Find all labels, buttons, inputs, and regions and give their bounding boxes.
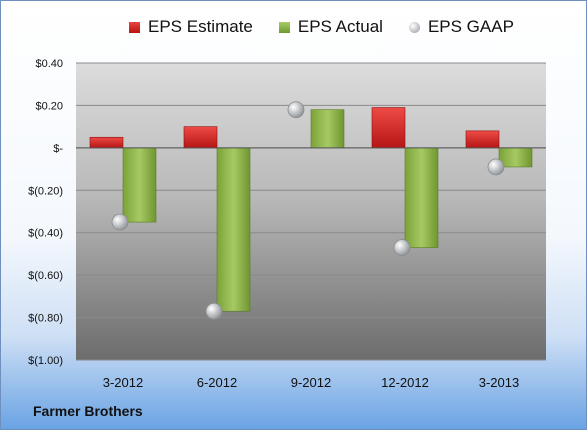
bar-eps-estimate <box>89 136 124 149</box>
bar-eps-actual <box>404 147 439 248</box>
legend: EPS Estimate EPS Actual EPS GAAP <box>129 17 514 37</box>
y-tick-label: $(0.60) <box>28 270 63 282</box>
x-tick-label: 3-2012 <box>103 375 143 390</box>
x-tick-label: 3-2013 <box>479 375 519 390</box>
y-tick-label: $(1.00) <box>28 355 63 367</box>
bar-eps-actual <box>310 109 345 149</box>
x-tick-label: 9-2012 <box>291 375 331 390</box>
point-eps-gaap <box>111 213 129 231</box>
bar-eps-estimate <box>465 130 500 149</box>
bar-eps-estimate <box>371 107 406 149</box>
y-tick-label: $0.20 <box>35 100 63 112</box>
y-tick-label: $(0.80) <box>28 313 63 325</box>
y-tick-label: $- <box>53 143 63 155</box>
bar-eps-actual <box>498 147 533 168</box>
legend-label-actual: EPS Actual <box>297 17 383 36</box>
legend-swatch-estimate <box>129 21 140 33</box>
y-tick-label: $(0.40) <box>28 228 63 240</box>
legend-label-gaap: EPS GAAP <box>427 17 514 36</box>
source-label: Farmer Brothers <box>33 403 143 419</box>
bar-eps-actual <box>216 147 251 312</box>
bar-eps-actual <box>122 147 157 223</box>
legend-label-estimate: EPS Estimate <box>148 17 253 36</box>
legend-item-estimate: EPS Estimate <box>129 17 253 37</box>
y-tick-label: $(0.20) <box>28 185 63 197</box>
point-eps-gaap <box>393 239 411 256</box>
x-tick-label: 6-2012 <box>197 375 237 390</box>
x-tick-label: 12-2012 <box>381 375 429 390</box>
bar-eps-estimate <box>183 126 218 149</box>
point-eps-gaap <box>205 302 223 320</box>
legend-swatch-actual <box>278 21 290 33</box>
point-eps-gaap <box>487 158 505 176</box>
legend-swatch-gaap <box>408 21 420 33</box>
point-eps-gaap <box>287 101 305 119</box>
legend-item-gaap: EPS GAAP <box>408 17 514 37</box>
legend-item-actual: EPS Actual <box>278 17 383 37</box>
y-tick-label: $0.40 <box>35 58 63 70</box>
